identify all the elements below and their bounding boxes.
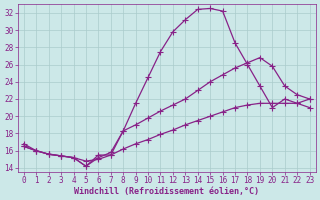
X-axis label: Windchill (Refroidissement éolien,°C): Windchill (Refroidissement éolien,°C) <box>74 187 259 196</box>
